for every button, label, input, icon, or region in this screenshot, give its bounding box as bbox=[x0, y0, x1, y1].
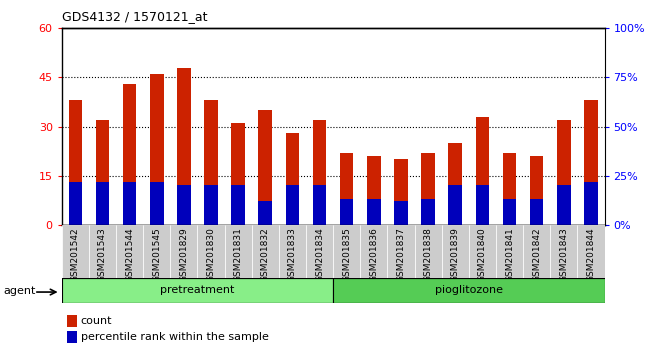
Bar bbox=[177, 68, 190, 225]
Bar bbox=[421, 153, 435, 225]
Bar bbox=[333, 278, 604, 303]
Bar bbox=[89, 225, 116, 278]
Bar bbox=[394, 159, 408, 225]
Bar bbox=[394, 201, 408, 225]
Bar bbox=[333, 225, 360, 278]
Text: GSM201836: GSM201836 bbox=[369, 227, 378, 282]
Bar bbox=[252, 225, 279, 278]
Bar bbox=[123, 84, 136, 225]
Text: GSM201545: GSM201545 bbox=[152, 227, 161, 282]
Bar bbox=[448, 185, 462, 225]
Text: GSM201832: GSM201832 bbox=[261, 227, 270, 282]
Bar bbox=[204, 100, 218, 225]
Text: GSM201834: GSM201834 bbox=[315, 227, 324, 282]
Bar bbox=[96, 120, 109, 225]
Bar bbox=[340, 199, 354, 225]
Text: GSM201543: GSM201543 bbox=[98, 227, 107, 282]
Text: GSM201838: GSM201838 bbox=[424, 227, 433, 282]
Bar bbox=[204, 185, 218, 225]
Bar bbox=[476, 117, 489, 225]
Text: GSM201833: GSM201833 bbox=[288, 227, 297, 282]
Bar bbox=[448, 143, 462, 225]
Text: GSM201839: GSM201839 bbox=[450, 227, 460, 282]
Bar bbox=[584, 182, 598, 225]
Bar bbox=[116, 225, 143, 278]
Text: count: count bbox=[81, 316, 112, 326]
Bar bbox=[225, 225, 252, 278]
Bar bbox=[476, 185, 489, 225]
Bar bbox=[502, 199, 516, 225]
Bar bbox=[68, 182, 82, 225]
Bar bbox=[150, 182, 164, 225]
Bar bbox=[530, 199, 543, 225]
Bar bbox=[415, 225, 442, 278]
Text: pioglitozone: pioglitozone bbox=[435, 285, 503, 295]
Bar bbox=[68, 100, 82, 225]
Text: GDS4132 / 1570121_at: GDS4132 / 1570121_at bbox=[62, 10, 207, 23]
Bar bbox=[67, 315, 77, 327]
Bar bbox=[259, 110, 272, 225]
Bar bbox=[584, 100, 598, 225]
Bar bbox=[502, 153, 516, 225]
Bar bbox=[577, 225, 605, 278]
Text: GSM201830: GSM201830 bbox=[207, 227, 216, 282]
Bar bbox=[367, 156, 381, 225]
Bar bbox=[259, 201, 272, 225]
Bar bbox=[557, 120, 571, 225]
Bar bbox=[170, 225, 198, 278]
Text: agent: agent bbox=[3, 286, 36, 296]
Bar bbox=[496, 225, 523, 278]
Text: GSM201544: GSM201544 bbox=[125, 227, 134, 282]
Text: GSM201843: GSM201843 bbox=[559, 227, 568, 282]
Text: GSM201837: GSM201837 bbox=[396, 227, 406, 282]
Bar bbox=[367, 199, 381, 225]
Bar bbox=[421, 199, 435, 225]
Bar bbox=[62, 278, 333, 303]
Bar bbox=[150, 74, 164, 225]
Bar bbox=[285, 185, 299, 225]
Text: GSM201829: GSM201829 bbox=[179, 227, 188, 282]
Text: GSM201844: GSM201844 bbox=[586, 227, 595, 282]
Bar bbox=[62, 225, 89, 278]
Bar bbox=[285, 133, 299, 225]
Bar bbox=[360, 225, 387, 278]
Bar bbox=[469, 225, 496, 278]
Text: GSM201542: GSM201542 bbox=[71, 227, 80, 282]
Bar bbox=[123, 182, 136, 225]
Bar bbox=[177, 185, 190, 225]
Bar bbox=[306, 225, 333, 278]
Text: GSM201841: GSM201841 bbox=[505, 227, 514, 282]
Bar bbox=[96, 182, 109, 225]
Bar bbox=[550, 225, 577, 278]
Bar bbox=[279, 225, 306, 278]
Bar bbox=[231, 123, 245, 225]
Bar bbox=[67, 331, 77, 343]
Text: percentile rank within the sample: percentile rank within the sample bbox=[81, 332, 268, 342]
Text: GSM201831: GSM201831 bbox=[233, 227, 242, 282]
Bar bbox=[313, 185, 326, 225]
Bar bbox=[340, 153, 354, 225]
Bar bbox=[530, 156, 543, 225]
Bar bbox=[442, 225, 469, 278]
Bar bbox=[231, 185, 245, 225]
Bar bbox=[143, 225, 170, 278]
Bar bbox=[523, 225, 551, 278]
Bar bbox=[387, 225, 415, 278]
Bar bbox=[557, 185, 571, 225]
Text: GSM201835: GSM201835 bbox=[342, 227, 351, 282]
Text: GSM201842: GSM201842 bbox=[532, 227, 541, 282]
Text: GSM201840: GSM201840 bbox=[478, 227, 487, 282]
Text: pretreatment: pretreatment bbox=[161, 285, 235, 295]
Bar bbox=[198, 225, 225, 278]
Bar bbox=[313, 120, 326, 225]
